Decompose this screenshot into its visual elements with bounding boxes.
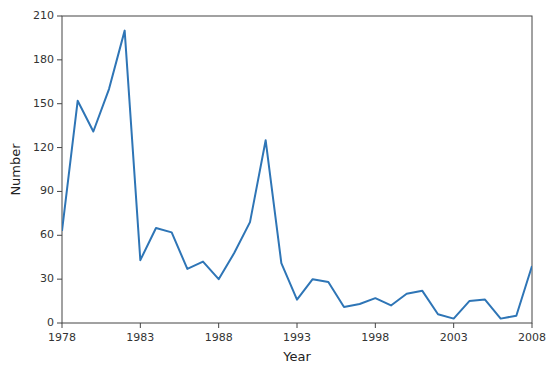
y-tick-label: 180	[33, 53, 54, 66]
y-axis-label: Number	[8, 143, 23, 196]
x-tick	[218, 323, 219, 328]
x-tick-label: 2003	[440, 331, 468, 344]
y-tick-label: 0	[47, 316, 54, 329]
x-tick-label: 1983	[126, 331, 154, 344]
chart-svg: 0 30 60 90 120 150 180 210 1978 1983 1988 1993 1998 2…	[0, 0, 552, 373]
y-tick-label: 90	[40, 184, 54, 197]
x-tick-label: 2008	[518, 331, 546, 344]
x-tick	[532, 323, 533, 328]
x-tick	[140, 323, 141, 328]
x-tick	[453, 323, 454, 328]
x-tick-label: 1998	[361, 331, 389, 344]
x-tick-label: 1993	[283, 331, 311, 344]
y-tick-label: 30	[40, 272, 54, 285]
y-tick	[57, 191, 62, 192]
y-tick	[57, 235, 62, 236]
series-group	[62, 31, 532, 319]
x-tick	[297, 323, 298, 328]
x-axis-label: Year	[282, 349, 311, 364]
x-tick	[375, 323, 376, 328]
x-tick-label: 1978	[48, 331, 76, 344]
y-tick-label: 150	[33, 97, 54, 110]
x-tick-label: 1988	[205, 331, 233, 344]
y-tick	[57, 16, 62, 17]
y-tick	[57, 323, 62, 324]
plot-frame	[62, 16, 532, 323]
y-tick-label: 120	[33, 141, 54, 154]
y-tick	[57, 147, 62, 148]
y-tick-label: 210	[33, 9, 54, 22]
y-tick	[57, 103, 62, 104]
series-line	[62, 31, 532, 319]
y-tick	[57, 279, 62, 280]
y-tick-label: 60	[40, 228, 54, 241]
chart-container: 0 30 60 90 120 150 180 210 1978 1983 1988 1993 1998 2…	[0, 0, 552, 373]
y-tick	[57, 59, 62, 60]
x-tick	[62, 323, 63, 328]
